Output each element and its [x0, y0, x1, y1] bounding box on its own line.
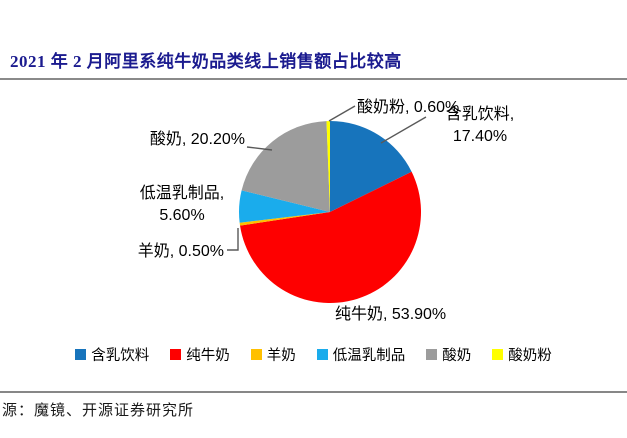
source-divider	[0, 391, 627, 393]
legend-item-酸奶粉: 酸奶粉	[492, 344, 552, 365]
legend-item-低温乳制品: 低温乳制品	[316, 344, 406, 365]
label-hanruyinliao: 含乳饮料, 17.40%	[423, 104, 537, 149]
pie-slice-低温乳制品	[239, 190, 330, 223]
label-suannaifen: 酸奶粉, 0.60%	[357, 99, 460, 116]
leader-line-hanruyinliao	[380, 116, 427, 144]
leader-line-suannai	[246, 146, 273, 151]
title-divider	[0, 78, 627, 80]
label-yangnai: 羊奶, 0.50%	[137, 243, 224, 260]
legend-swatch-icon	[492, 348, 504, 360]
legend-item-含乳饮料: 含乳饮料	[75, 344, 149, 365]
label-hanruyinliao-name: 含乳饮料,	[445, 106, 515, 123]
pie-slice-酸奶	[241, 121, 330, 212]
pie-slices	[239, 121, 422, 304]
legend-label: 酸奶	[442, 347, 472, 364]
pie-slice-酸奶粉	[326, 121, 330, 212]
legend-label: 含乳饮料	[91, 347, 150, 364]
pie-slice-纯牛奶	[240, 171, 422, 304]
label-suannai: 酸奶, 20.20%	[149, 131, 245, 148]
page-title: 2021 年 2 月阿里系纯牛奶品类线上销售额占比较高	[10, 52, 402, 71]
pie-slice-含乳饮料	[330, 121, 412, 212]
legend-label: 纯牛奶	[186, 347, 230, 364]
leader-line-suannaifen	[328, 105, 356, 122]
legend: 含乳饮料 纯牛奶 羊奶 低温乳制品 酸奶 酸奶粉	[0, 344, 627, 365]
legend-item-纯牛奶: 纯牛奶	[170, 344, 230, 365]
label-chunniunai: 纯牛奶, 53.90%	[335, 306, 447, 323]
leader-line-yangnai	[227, 228, 239, 251]
legend-swatch-icon	[75, 348, 87, 360]
legend-swatch-icon	[170, 348, 182, 360]
label-hanruyinliao-value: 17.40%	[452, 128, 508, 146]
legend-swatch-icon	[250, 348, 262, 360]
legend-item-酸奶: 酸奶	[426, 344, 471, 365]
label-diwenruzhipin: 低温乳制品, 5.60%	[126, 183, 238, 228]
label-diwenruzhipin-value: 5.60%	[159, 207, 205, 225]
legend-label: 羊奶	[266, 347, 296, 364]
legend-label: 酸奶粉	[508, 347, 552, 364]
label-diwenruzhipin-name: 低温乳制品,	[139, 185, 225, 202]
pie-slice-羊奶	[239, 212, 330, 226]
legend-label: 低温乳制品	[332, 347, 406, 364]
legend-swatch-icon	[426, 348, 438, 360]
legend-swatch-icon	[316, 348, 328, 360]
source-text: 源：魔镜、开源证券研究所	[2, 403, 195, 419]
legend-item-羊奶: 羊奶	[250, 344, 296, 365]
